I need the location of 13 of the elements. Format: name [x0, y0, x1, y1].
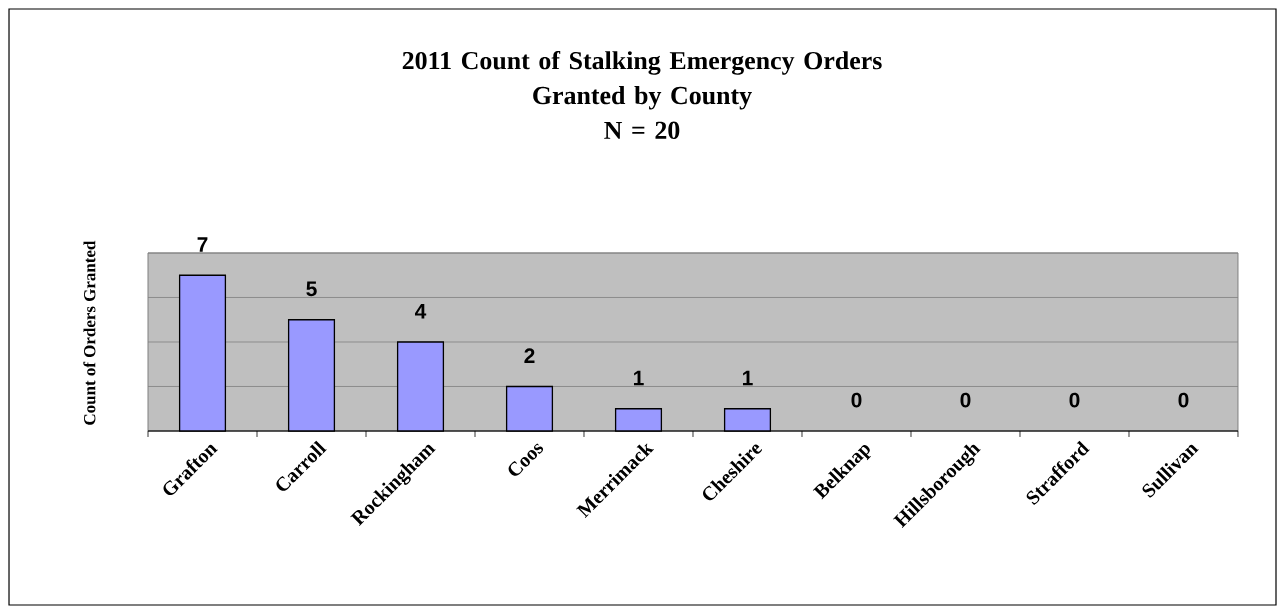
data-label: 0 — [960, 392, 971, 408]
data-label: 7 — [197, 237, 208, 252]
data-label: 1 — [742, 370, 753, 386]
y-axis-title: Count of Orders Granted — [83, 240, 96, 425]
data-label: 0 — [851, 392, 862, 408]
data-label: 5 — [306, 281, 317, 297]
data-label: 2 — [524, 348, 535, 363]
data-label: 4 — [415, 304, 427, 319]
chart-title: 2011 Count of Stalking Emergency Orders Granted by County N = 20 — [402, 50, 882, 140]
data-label: 1 — [633, 370, 644, 386]
data-label: 0 — [1069, 392, 1080, 408]
x-tick-label: Coos — [508, 443, 544, 476]
data-label: 0 — [1178, 392, 1189, 408]
